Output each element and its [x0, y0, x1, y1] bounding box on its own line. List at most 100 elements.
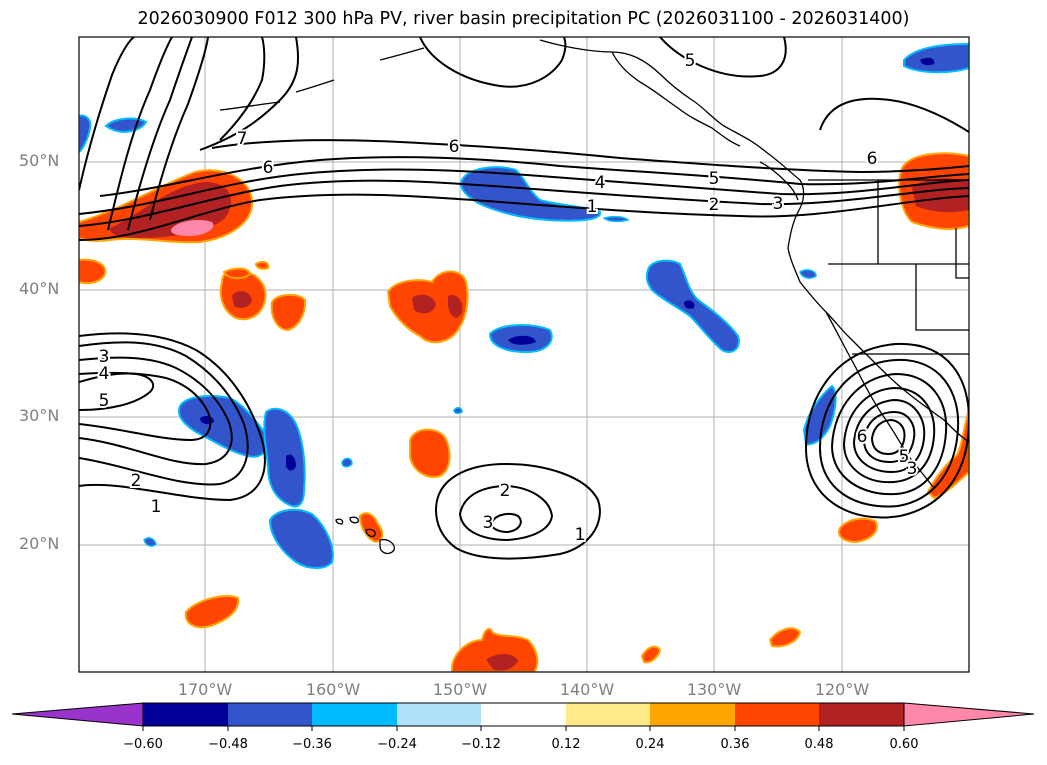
colorbar-tick-label: 0.12 — [551, 737, 581, 752]
precip-positive-40n-166w — [270, 294, 307, 332]
contour-north-7 — [219, 37, 266, 141]
colorbar-extend-high — [903, 702, 1035, 727]
colorbar-tick-label: 0.48 — [804, 737, 834, 752]
contour-north-ridge-3 — [127, 37, 193, 231]
contour-jet-3 — [79, 168, 969, 215]
colorbar-swatch — [735, 703, 819, 726]
contour-label: 7 — [237, 129, 248, 149]
colorbar-tick-label: −0.36 — [292, 737, 332, 752]
map-frame — [78, 36, 970, 673]
contour-label: 3 — [99, 347, 110, 367]
island-kauai — [335, 518, 344, 525]
contour-north-east — [819, 97, 969, 133]
coast-alaska-islands — [219, 47, 425, 111]
precip-negative-baja-west — [802, 384, 837, 446]
lon-label: 170°W — [177, 680, 233, 699]
precip-positive-west-edge — [79, 258, 107, 285]
lon-label: 160°W — [305, 680, 361, 699]
contour-baja-1 — [804, 342, 969, 519]
colorbar-swatch — [650, 703, 735, 726]
lat-label: 50°N — [19, 151, 60, 170]
contour-label: 5 — [709, 169, 720, 189]
contour-labels: 7 6 6 4 1 5 2 3 6 5 3 4 5 2 1 2 3 1 6 5 … — [97, 49, 920, 547]
precip-negative-25n-164w — [263, 407, 306, 508]
contour-label: 1 — [151, 497, 162, 517]
colorbar-swatch — [397, 703, 481, 726]
precip-positive-40n-170w-core — [232, 291, 252, 308]
contour-label: 1 — [587, 197, 598, 217]
contour-jet-1 — [79, 193, 969, 241]
contour-label: 6 — [449, 137, 460, 157]
precip-negative-36n-150w-core — [508, 335, 536, 345]
negative-precip-areas — [79, 42, 969, 569]
colorbar-swatch — [312, 703, 397, 726]
lon-label: 150°W — [432, 680, 488, 699]
contour-north-6 — [199, 37, 300, 151]
island-oahu — [349, 516, 360, 524]
colorbar-swatch — [143, 703, 228, 726]
colorbar-tick-label: −0.24 — [377, 737, 417, 752]
precip-positive-dateline-peak — [171, 220, 214, 236]
contour-north-bay — [419, 37, 567, 88]
colorbar-outline — [142, 702, 905, 727]
precip-positive-dots-40n — [222, 260, 270, 280]
contour-jet-5 — [211, 139, 969, 174]
contour-central-high-core — [490, 513, 522, 534]
colorbar-tick-label: 0.60 — [889, 737, 919, 752]
contour-label: 6 — [263, 158, 274, 178]
precip-negative-alaska-core — [920, 57, 935, 66]
precip-negative-25n-164w-core — [286, 454, 296, 471]
contour-west-trough-1 — [79, 332, 266, 502]
island-big-island — [379, 538, 395, 555]
precip-negative-40n-135w-core — [684, 300, 695, 309]
precip-negative-20n-163w — [268, 508, 334, 569]
contour-north-ridge-4 — [149, 37, 209, 221]
colorbar-tick-label: 0.24 — [635, 737, 665, 752]
contour-baja-3 — [830, 372, 948, 496]
contour-label: 5 — [899, 447, 910, 467]
map-title: 2026030900 F012 300 hPa PV, river basin … — [137, 9, 910, 29]
contour-label: 3 — [773, 194, 784, 214]
contour-baja-7 — [870, 418, 906, 456]
contour-label: 6 — [867, 149, 878, 169]
contour-jet-4 — [99, 156, 969, 197]
contour-label: 1 — [575, 525, 586, 545]
lon-label: 120°W — [814, 680, 870, 699]
coast-alaska-panhandle — [611, 51, 741, 147]
colorbar-swatch — [481, 703, 566, 726]
precip-positive-40n-152w-core — [412, 294, 463, 318]
hawaiian-islands — [335, 516, 395, 555]
colorbar-tick-label: −0.48 — [208, 737, 248, 752]
precip-positive-mexico-coast — [926, 408, 969, 500]
lon-label: 130°W — [686, 680, 742, 699]
precip-negative-alaska-coast — [903, 42, 969, 74]
contour-label: 2 — [131, 471, 142, 491]
contour-jet-2 — [79, 179, 969, 227]
colorbar-ticks — [142, 726, 905, 731]
island-maui — [365, 528, 376, 538]
precip-positive-hawaii — [358, 512, 384, 544]
precip-positive-baja-west — [838, 517, 878, 544]
lon-label: 140°W — [559, 680, 615, 699]
precip-positive-pacific-northwest-core — [912, 178, 969, 213]
colorbar-tick-label: −0.12 — [461, 737, 501, 752]
precip-positive-30n-148w — [409, 428, 451, 478]
map-canvas: 7 6 6 4 1 5 2 3 6 5 3 4 5 2 1 2 3 1 6 5 … — [79, 37, 969, 672]
contour-central-high-outer — [434, 462, 601, 560]
lat-label: 40°N — [19, 279, 60, 298]
contour-central-high-inner — [458, 484, 554, 542]
border-states — [828, 180, 969, 331]
precip-positive-south-168w — [184, 594, 240, 629]
colorbar — [11, 702, 1035, 731]
colorbar-swatch — [566, 703, 650, 726]
contour-label: 2 — [709, 195, 720, 215]
precip-negative-small-dots — [143, 269, 817, 547]
contour-west-trough-5 — [79, 372, 155, 411]
precip-positive-south-148w-core — [486, 654, 518, 671]
contour-label: 4 — [595, 173, 606, 193]
contour-label: 5 — [685, 51, 696, 71]
contour-label: 5 — [99, 391, 110, 411]
contour-baja-2 — [818, 358, 960, 508]
contour-north-ridge-outer — [79, 37, 135, 191]
